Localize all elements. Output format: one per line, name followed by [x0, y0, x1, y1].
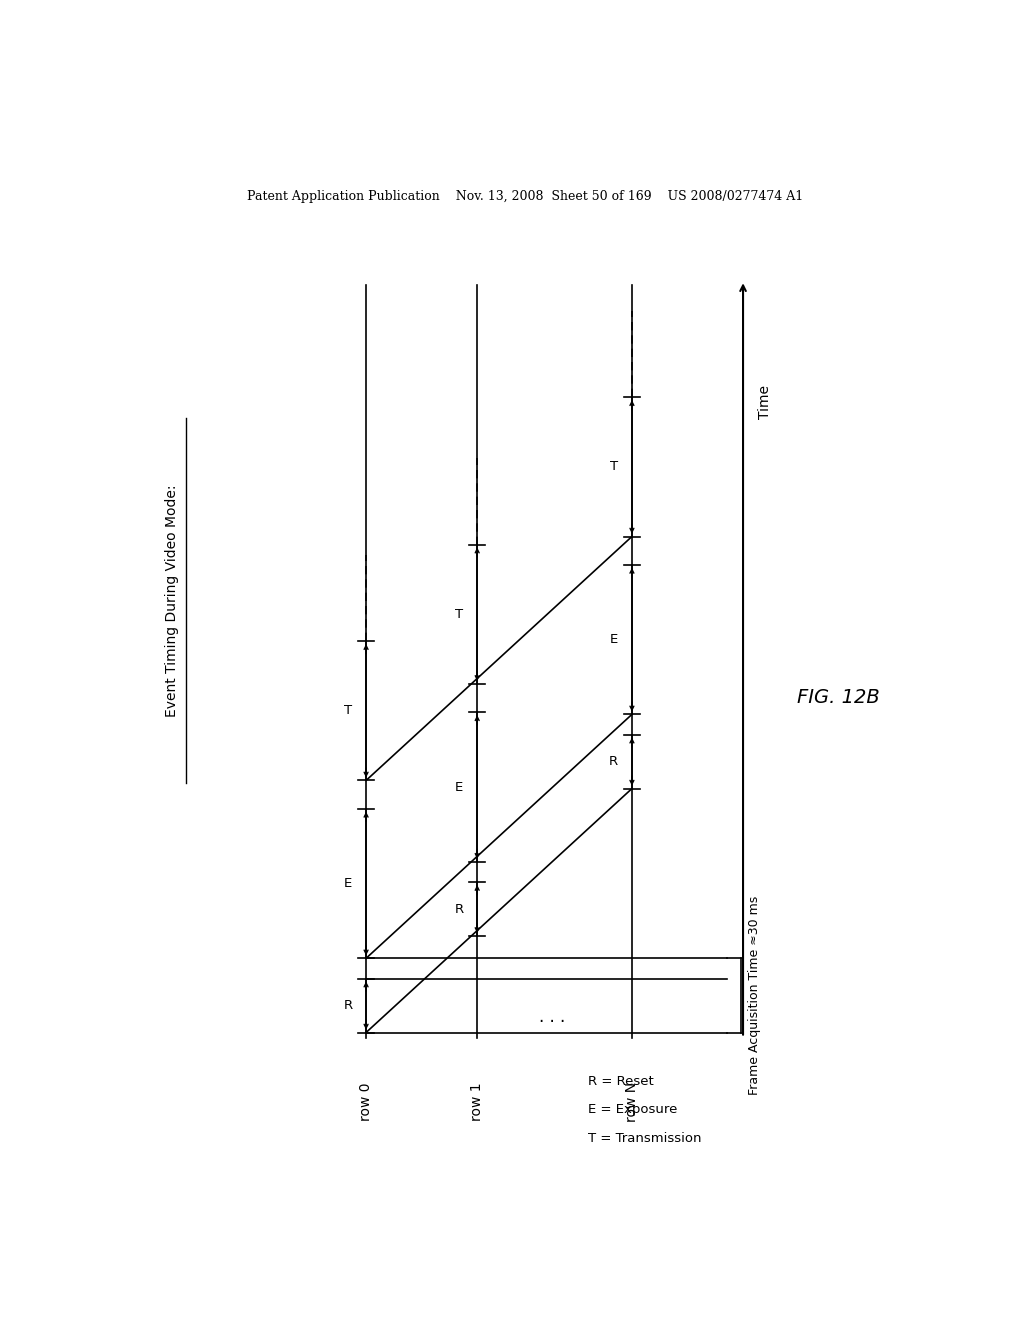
- Text: FIG. 12B: FIG. 12B: [797, 688, 880, 706]
- Text: R: R: [343, 999, 352, 1012]
- Text: T: T: [609, 461, 617, 474]
- Text: R: R: [609, 755, 618, 768]
- Text: T: T: [455, 607, 463, 620]
- Text: . . .: . . .: [540, 1008, 565, 1026]
- Text: Event Timing During Video Mode:: Event Timing During Video Mode:: [165, 484, 178, 717]
- Text: Frame Acquisition Time ≈30 ms: Frame Acquisition Time ≈30 ms: [748, 895, 761, 1094]
- Text: T = Transmission: T = Transmission: [588, 1131, 701, 1144]
- Text: R = Reset: R = Reset: [588, 1074, 654, 1088]
- Text: row 0: row 0: [359, 1082, 373, 1121]
- Text: T: T: [344, 705, 352, 717]
- Text: row 1: row 1: [470, 1082, 484, 1121]
- Text: row N: row N: [625, 1081, 639, 1122]
- Text: Patent Application Publication    Nov. 13, 2008  Sheet 50 of 169    US 2008/0277: Patent Application Publication Nov. 13, …: [247, 190, 803, 202]
- Text: E: E: [609, 634, 617, 647]
- Text: E: E: [455, 780, 463, 793]
- Text: R: R: [455, 903, 464, 916]
- Text: Time: Time: [758, 385, 772, 420]
- Text: E = Exposure: E = Exposure: [588, 1104, 678, 1117]
- Text: E: E: [344, 876, 352, 890]
